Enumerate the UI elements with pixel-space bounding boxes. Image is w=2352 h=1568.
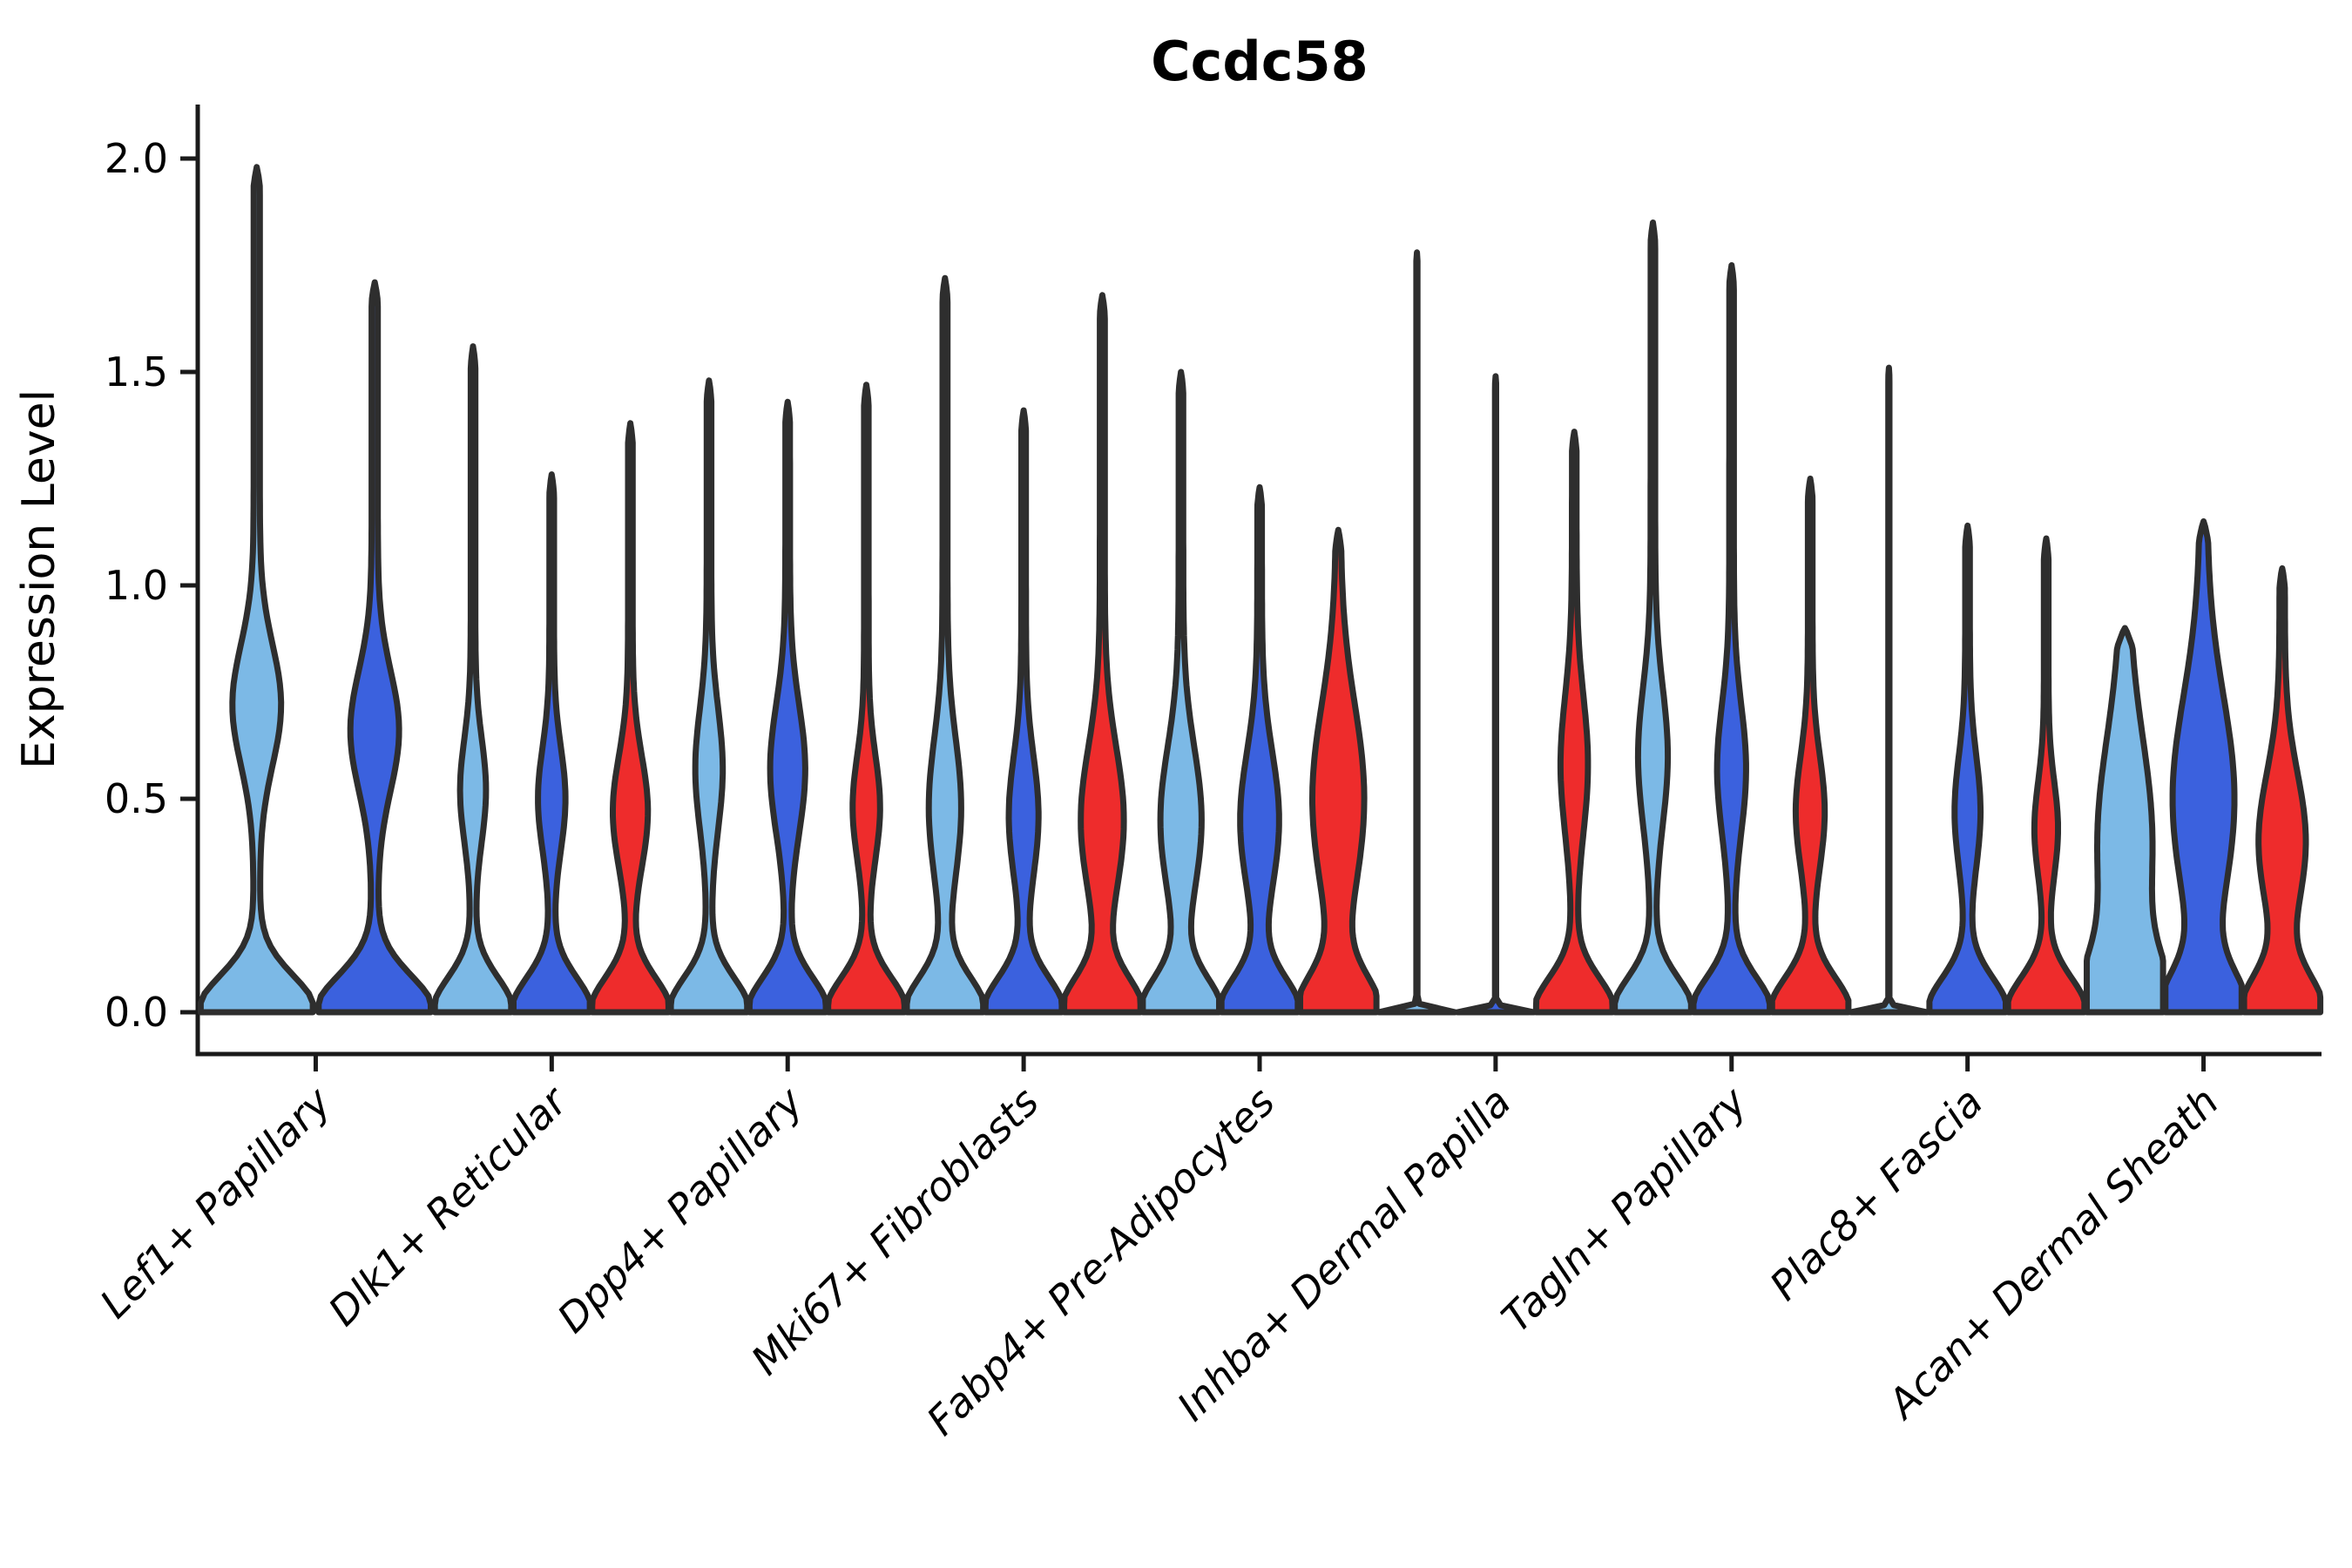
violin-light-blue (1139, 368, 1222, 1016)
violin-light-blue (2084, 625, 2166, 1016)
y-tick-label: 2.0 (105, 135, 168, 182)
violin-red (589, 420, 672, 1016)
violin-dark-blue (1690, 262, 1774, 1016)
violin-dark-blue (510, 471, 593, 1016)
plot-title: Ccdc58 (1151, 30, 1369, 93)
violin-red (1532, 429, 1616, 1016)
y-tick-label: 1.5 (105, 348, 168, 395)
y-tick-label: 0.5 (105, 775, 168, 822)
violin-light-blue (197, 164, 316, 1016)
x-tick-label: Dpp4+ Papillary (548, 1078, 812, 1342)
violin-light-blue (431, 343, 515, 1016)
y-tick-label: 0.0 (105, 989, 168, 1036)
y-axis-label: Expression Level (13, 389, 65, 769)
violin-red (2004, 535, 2088, 1016)
x-tick-label: Plac8+ Fascia (1761, 1078, 1991, 1309)
violin-dark-blue (1218, 483, 1301, 1016)
y-tick-label: 1.0 (105, 562, 168, 609)
violin-light-blue (1375, 249, 1458, 1016)
violin-red (1768, 476, 1852, 1016)
violin-dark-blue (982, 407, 1065, 1016)
violin-red (1297, 526, 1380, 1016)
axis-spines (195, 105, 2322, 1057)
violin-light-blue (1612, 220, 1694, 1016)
violin-dark-blue (1454, 373, 1538, 1016)
violin-red (1061, 292, 1144, 1016)
x-tick-label: Lef1+ Papillary (91, 1078, 340, 1327)
violin-red (825, 382, 908, 1016)
violin-dark-blue (315, 279, 434, 1016)
violin-dark-blue (2162, 518, 2245, 1016)
violin-dark-blue (746, 398, 829, 1016)
violin-light-blue (903, 274, 987, 1016)
x-tick-label: Dlk1+ Reticular (319, 1076, 578, 1335)
violin-light-blue (1848, 364, 1930, 1016)
x-tick-label: Tagln+ Papillary (1492, 1078, 1756, 1342)
violin-light-blue (667, 377, 751, 1016)
violin-dark-blue (1926, 522, 2009, 1016)
violin-red (2240, 564, 2324, 1016)
